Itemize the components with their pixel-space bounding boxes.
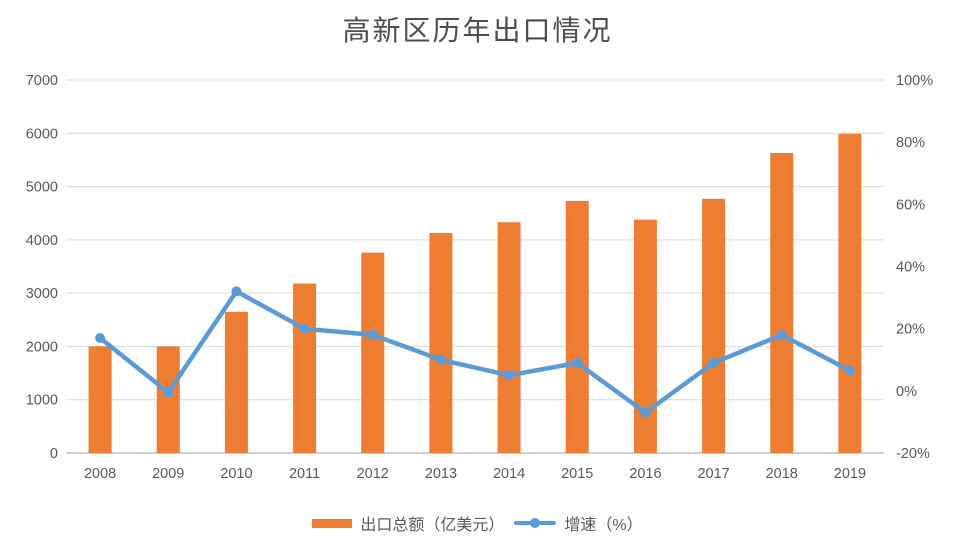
x-tick-2008: 2008 (84, 466, 116, 482)
bar-2011 (293, 283, 317, 453)
bar-2019 (838, 133, 862, 453)
y-right-tick-20%: 20% (896, 322, 925, 338)
legend-label-growth: 增速（%） (564, 517, 643, 534)
y-right-tick--20%: -20% (896, 446, 930, 462)
bar-2013 (429, 232, 453, 453)
bar-2015 (565, 200, 589, 453)
y-right-tick-0%: 0% (896, 384, 917, 400)
x-tick-2015: 2015 (561, 466, 593, 482)
y-left-tick-0: 0 (50, 446, 58, 462)
bar-2017 (702, 198, 726, 453)
x-tick-2014: 2014 (493, 466, 525, 482)
bar-2016 (633, 219, 657, 453)
bar-2014 (497, 222, 521, 453)
bar-2008 (88, 346, 112, 453)
line-swatch-marker-icon (530, 518, 541, 528)
y-left-tick-3000: 3000 (26, 286, 58, 302)
y-left-tick-6000: 6000 (26, 126, 58, 142)
legend-item-exports: 出口总额（亿美元） (312, 511, 504, 535)
bar-2018 (770, 153, 794, 453)
line-series-swatch (514, 517, 557, 529)
bar-2009 (156, 346, 180, 453)
y-left-tick-2000: 2000 (26, 339, 58, 355)
marker-2014 (504, 370, 515, 381)
bar-2012 (361, 252, 385, 453)
marker-2018 (776, 329, 787, 340)
marker-2019 (844, 365, 855, 376)
marker-2012 (367, 329, 378, 340)
x-tick-2018: 2018 (766, 466, 798, 482)
marker-2008 (95, 332, 106, 343)
marker-2015 (572, 357, 583, 368)
marker-2010 (231, 286, 242, 297)
x-tick-2017: 2017 (697, 466, 729, 482)
chart-title: 高新区历年出口情况 (342, 16, 613, 47)
x-tick-2011: 2011 (289, 466, 320, 482)
legend-item-growth: 增速（%） (514, 511, 643, 535)
y-right-tick-80%: 80% (896, 135, 925, 151)
marker-2017 (708, 357, 719, 368)
legend: 出口总额（亿美元） 增速（%） (0, 507, 955, 539)
bar-series-swatch (312, 518, 353, 528)
x-tick-2012: 2012 (357, 466, 389, 482)
x-tick-2019: 2019 (834, 466, 866, 482)
marker-2016 (640, 407, 651, 418)
x-tick-2010: 2010 (220, 466, 252, 482)
y-left-tick-7000: 7000 (26, 73, 58, 89)
y-right-tick-100%: 100% (896, 73, 933, 89)
y-right-tick-60%: 60% (896, 197, 925, 213)
y-left-tick-1000: 1000 (26, 393, 58, 409)
marker-2011 (299, 323, 310, 334)
marker-2009 (163, 387, 174, 398)
marker-2013 (435, 354, 446, 365)
y-right-tick-40%: 40% (896, 260, 925, 276)
y-left-tick-4000: 4000 (26, 233, 58, 249)
x-tick-2016: 2016 (629, 466, 661, 482)
x-tick-2013: 2013 (425, 466, 457, 482)
x-tick-2009: 2009 (152, 466, 184, 482)
growth-line (97, 289, 853, 415)
legend-label-exports: 出口总额（亿美元） (360, 517, 505, 534)
y-left-tick-5000: 5000 (26, 180, 58, 196)
bar-2010 (224, 311, 248, 453)
